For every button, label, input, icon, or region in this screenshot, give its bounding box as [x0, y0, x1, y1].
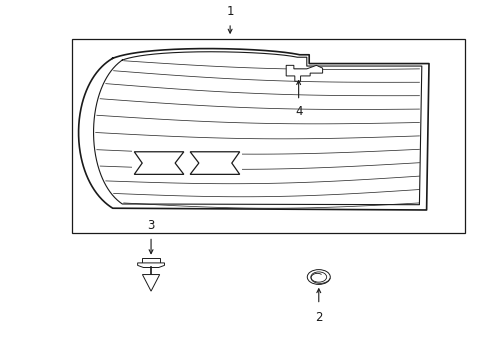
Text: 3: 3 [147, 219, 154, 232]
Polygon shape [79, 49, 428, 210]
Bar [142, 258, 160, 263]
Ellipse shape [306, 270, 329, 284]
Polygon shape [142, 275, 160, 291]
Polygon shape [190, 152, 239, 174]
Polygon shape [137, 263, 164, 267]
Bar [131, 148, 242, 178]
Text: 1: 1 [226, 5, 233, 18]
Ellipse shape [310, 272, 326, 282]
Text: 2: 2 [314, 311, 322, 324]
Polygon shape [285, 65, 322, 81]
Bar [72, 39, 464, 233]
Polygon shape [134, 152, 183, 174]
Text: 4: 4 [294, 105, 302, 118]
